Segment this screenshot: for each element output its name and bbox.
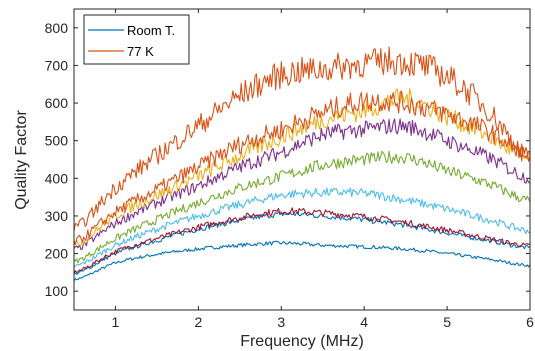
y-axis-title: Quality Factor	[13, 110, 30, 210]
y-tick-label: 500	[45, 133, 69, 149]
x-tick-label: 2	[194, 314, 202, 330]
x-axis-title: Frequency (MHz)	[240, 333, 364, 350]
series-line-4	[73, 150, 531, 264]
y-tick-label: 100	[45, 283, 69, 299]
y-tick-label: 200	[45, 246, 69, 262]
legend-box	[83, 14, 190, 65]
x-tick-label: 5	[443, 314, 451, 330]
series-line-0	[73, 240, 531, 282]
series-line-8	[73, 46, 531, 231]
y-tick-label: 700	[45, 57, 69, 73]
x-tick-label: 6	[526, 314, 534, 330]
series-line-6	[73, 88, 531, 246]
y-tick-label: 400	[45, 170, 69, 186]
series-line-3	[73, 187, 530, 268]
series-layer	[73, 46, 531, 282]
legend: Room T. 77 K	[83, 14, 190, 65]
series-line-7	[73, 90, 531, 246]
legend-label-77k: 77 K	[127, 44, 154, 59]
x-tick-label: 4	[360, 314, 368, 330]
series-line-2	[73, 207, 531, 274]
x-tick-label: 3	[277, 314, 285, 330]
x-tick-label: 1	[112, 314, 120, 330]
plot-frame	[73, 8, 531, 311]
y-tick-label: 800	[45, 20, 69, 36]
y-tick-label: 300	[45, 208, 69, 224]
series-line-1	[73, 211, 531, 276]
legend-label-room-t: Room T.	[127, 23, 175, 38]
series-line-5	[73, 118, 531, 250]
y-tick-label: 600	[45, 95, 69, 111]
ticks-layer: 1 2 3 4 5 6 100 200 300 400 500 600 700 800	[45, 9, 534, 330]
